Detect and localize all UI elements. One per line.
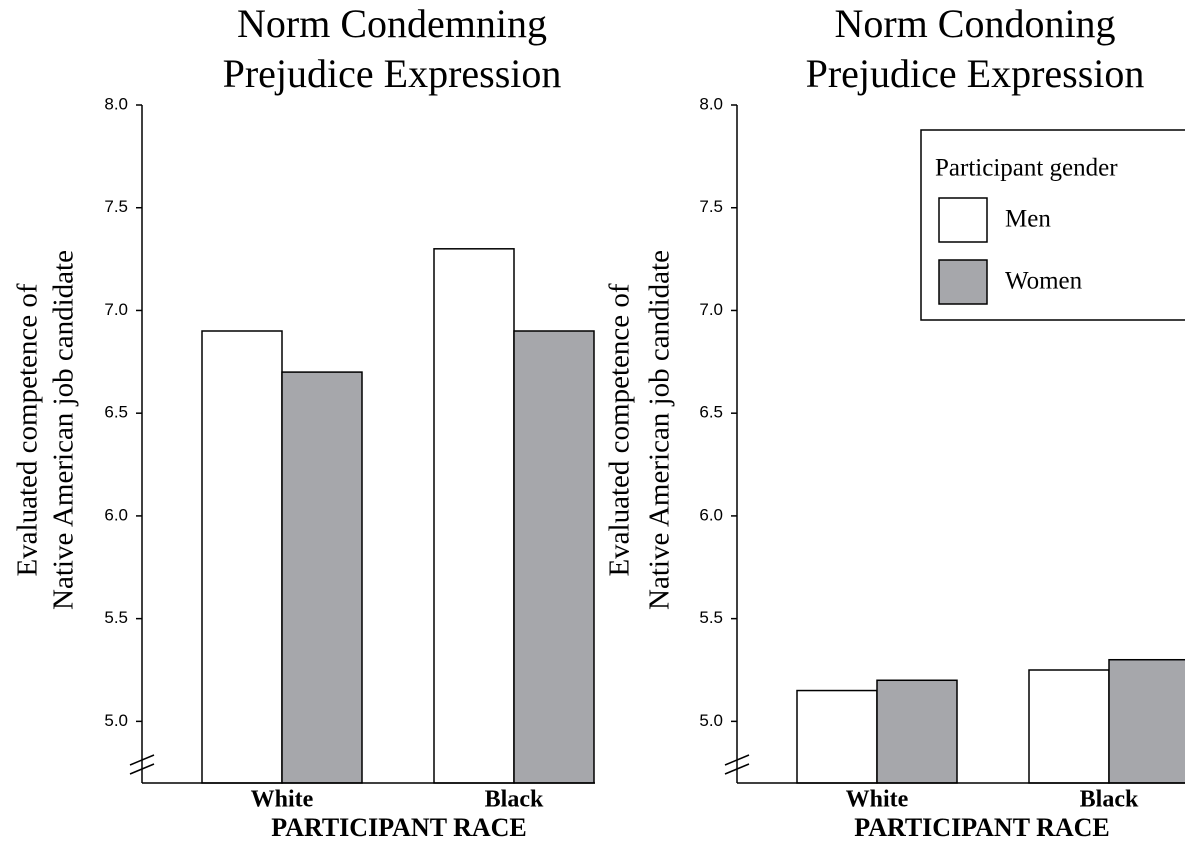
chart-title: Prejudice Expression: [223, 51, 562, 96]
axis-break: [129, 754, 155, 766]
y-tick-label: 7.5: [699, 197, 723, 216]
x-tick-label: Black: [1080, 787, 1139, 813]
y-tick-label: 5.0: [699, 711, 723, 730]
legend-swatch: [938, 197, 988, 243]
x-tick-label: White: [846, 787, 909, 813]
y-axis-label: Evaluated competence of: [604, 283, 636, 576]
y-tick-label: 8.0: [699, 94, 723, 113]
legend-title: Participant gender: [935, 155, 1118, 182]
bar: [281, 371, 363, 784]
y-tick-label: 5.0: [104, 711, 128, 730]
axis-break: [724, 763, 750, 775]
y-tick-label: 7.0: [699, 300, 723, 319]
bar: [796, 689, 878, 784]
bar: [201, 330, 283, 784]
chart-title: Norm Condoning: [834, 1, 1115, 46]
chart-title: Norm Condemning: [237, 1, 547, 46]
bar: [1028, 669, 1110, 784]
x-tick-label: Black: [485, 787, 544, 813]
axis-break: [724, 754, 750, 766]
y-axis-label: Native American job candidate: [48, 250, 80, 610]
chart-panel: Norm Condemning Prejudice Expression Evalu…: [12, 1, 595, 842]
y-axis-label: Evaluated competence of: [12, 283, 44, 576]
y-tick-label: 7.5: [104, 197, 128, 216]
y-tick-label: 6.0: [104, 505, 128, 524]
y-axis-label: Native American job candidate: [644, 250, 676, 610]
y-tick-label: 8.0: [104, 94, 128, 113]
chart-title: Prejudice Expression: [806, 51, 1145, 96]
y-tick-label: 6.5: [699, 403, 723, 422]
y-tick-label: 5.5: [699, 608, 723, 627]
bar: [513, 330, 595, 784]
bar: [1108, 658, 1185, 784]
chart-panel: Norm Condoning Prejudice Expression Evalua…: [604, 1, 1185, 842]
y-tick-label: 6.5: [104, 403, 128, 422]
bar: [876, 679, 958, 784]
y-tick-label: 6.0: [699, 505, 723, 524]
x-axis-label: PARTICIPANT RACE: [854, 813, 1110, 842]
legend-swatch: [938, 259, 988, 305]
legend-label: Women: [1005, 268, 1083, 295]
axis-break: [129, 763, 155, 775]
bar: [433, 248, 515, 784]
y-tick-label: 7.0: [104, 300, 128, 319]
legend-label: Men: [1005, 206, 1051, 233]
x-axis-label: PARTICIPANT RACE: [271, 813, 527, 842]
x-tick-label: White: [251, 787, 314, 813]
y-tick-label: 5.5: [104, 608, 128, 627]
legend: Participant gender Men Women: [920, 129, 1185, 321]
